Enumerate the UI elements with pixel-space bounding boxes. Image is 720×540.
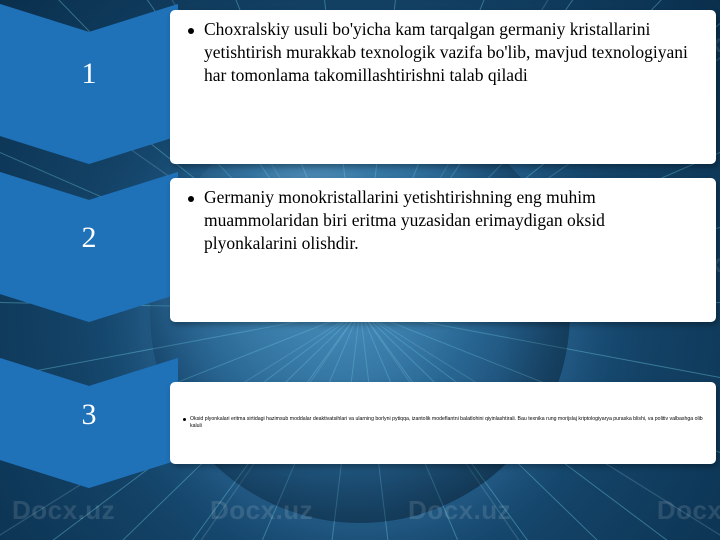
list-container: 1 Choxralskiy usuli bo'yicha kam tarqalga… (0, 0, 720, 540)
chevron-number: 1 (82, 57, 97, 91)
chevron-marker: 1 (0, 4, 178, 164)
content-card: Oksid plyonkalari eritma sirtidagi hazim… (170, 382, 716, 464)
list-row: 1 Choxralskiy usuli bo'yicha kam tarqalga… (0, 4, 720, 164)
content-card: Choxralskiy usuli bo'yicha kam tarqalgan… (170, 10, 716, 164)
list-row: 3 Oksid plyonkalari eritma sirtidagi hazi… (0, 358, 720, 488)
bullet-icon (183, 418, 186, 421)
chevron-marker: 2 (0, 172, 178, 322)
card-text: Oksid plyonkalari eritma sirtidagi hazim… (190, 416, 704, 430)
list-row: 2 Germaniy monokristallarini yetishtirish… (0, 172, 720, 322)
card-text: Choxralskiy usuli bo'yicha kam tarqalgan… (204, 18, 702, 87)
chevron-marker: 3 (0, 358, 178, 488)
card-text: Germaniy monokristallarini yetishtirishn… (204, 186, 702, 255)
content-card: Germaniy monokristallarini yetishtirishn… (170, 178, 716, 322)
bullet-icon (188, 28, 194, 34)
bullet-icon (188, 196, 194, 202)
chevron-number: 2 (82, 221, 97, 255)
chevron-number: 3 (82, 398, 97, 432)
